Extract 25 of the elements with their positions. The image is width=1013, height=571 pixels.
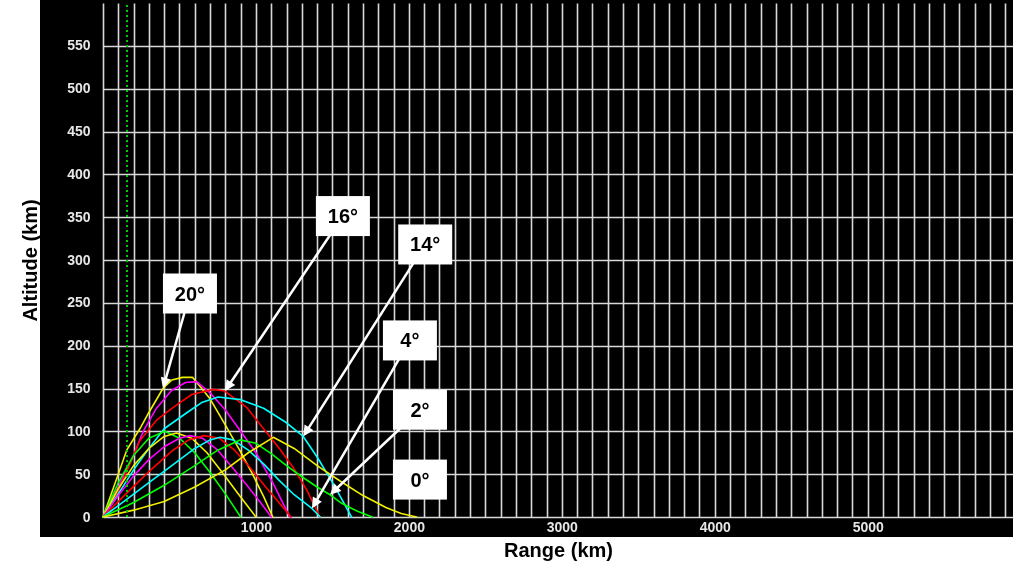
annotation: 16°: [327, 205, 359, 228]
y-tick-label: 400: [67, 165, 91, 182]
y-tick-label: 0: [82, 508, 91, 525]
annotation: 4°: [400, 329, 420, 352]
y-tick-label: 350: [67, 208, 91, 225]
y-tick-label: 450: [67, 123, 91, 139]
y-tick-label: 100: [67, 422, 91, 439]
annotation: 14°: [410, 233, 441, 256]
y-axis-title: Altitude (km): [19, 199, 42, 322]
y-tick-label: 500: [67, 80, 91, 97]
y-tick-label: 50: [74, 465, 91, 482]
x-tick-label: 4000: [699, 518, 732, 535]
x-tick-label: 5000: [852, 518, 884, 535]
y-tick-label: 550: [67, 37, 91, 54]
x-tick-label: 1000: [240, 518, 273, 535]
x-tick-label: 2000: [393, 518, 426, 535]
x-axis-title: Range (km): [504, 538, 613, 561]
y-tick-label: 150: [67, 380, 91, 396]
annotation: 20°: [174, 282, 206, 305]
y-tick-label: 200: [67, 337, 91, 354]
y-tick-label: 250: [67, 294, 91, 311]
annotation: 2°: [410, 398, 430, 421]
annotation: 0°: [410, 468, 430, 491]
x-tick-label: 3000: [546, 518, 579, 535]
y-tick-label: 300: [67, 251, 91, 268]
